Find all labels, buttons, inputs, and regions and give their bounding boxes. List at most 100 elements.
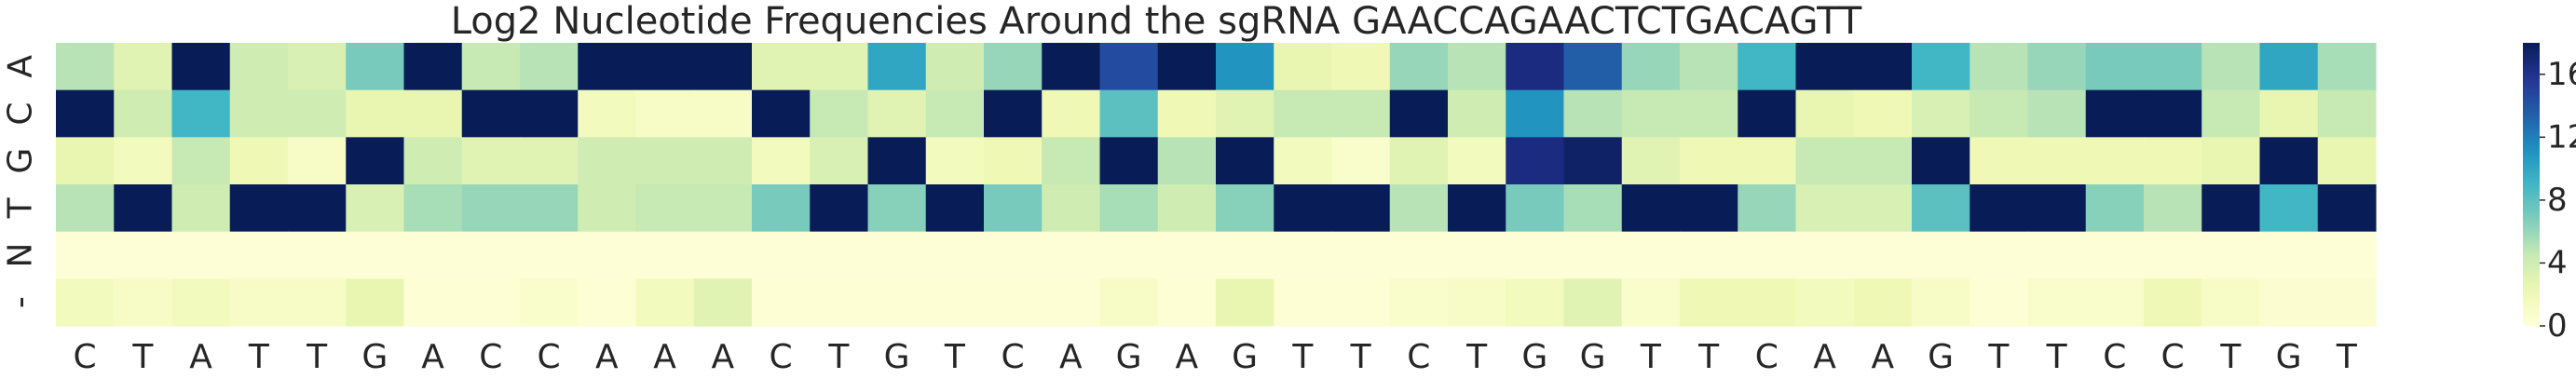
heatmap-cell-T-4 bbox=[288, 184, 347, 233]
heatmap-cell-C-26 bbox=[1563, 89, 1623, 138]
heatmap-cell-T-18 bbox=[1099, 184, 1159, 233]
colorbar-tick-label: 8 bbox=[2547, 182, 2568, 219]
x-tick-label: T bbox=[827, 338, 850, 376]
heatmap-cell---11 bbox=[693, 278, 753, 327]
heatmap-cell-C-16 bbox=[984, 89, 1043, 138]
y-tick-label: A bbox=[2, 55, 40, 78]
heatmap-cell-C-17 bbox=[1042, 89, 1101, 138]
heatmap-cell---19 bbox=[1157, 278, 1217, 327]
heatmap-cell-C-37 bbox=[2201, 89, 2261, 138]
heatmap-cell-T-23 bbox=[1389, 184, 1449, 233]
x-tick-label: A bbox=[653, 338, 676, 376]
heatmap-cell-G-33 bbox=[1969, 137, 2029, 185]
heatmap-cell---22 bbox=[1331, 278, 1391, 327]
heatmap-cell-C-23 bbox=[1389, 89, 1449, 138]
heatmap-cell-G-7 bbox=[461, 137, 521, 185]
heatmap-cell-N-35 bbox=[2085, 231, 2145, 279]
heatmap-cell---26 bbox=[1563, 278, 1623, 327]
heatmap-cell-T-9 bbox=[578, 184, 637, 233]
heatmap-cell-C-34 bbox=[2027, 89, 2087, 138]
heatmap-cell---32 bbox=[1912, 278, 1970, 327]
heatmap-cell-G-11 bbox=[693, 137, 753, 185]
heatmap-cell---3 bbox=[229, 278, 289, 327]
x-tick-label: T bbox=[1987, 338, 2010, 376]
heatmap-cell-T-31 bbox=[1853, 184, 1913, 233]
heatmap-cell-T-37 bbox=[2201, 184, 2261, 233]
heatmap-cell-C-12 bbox=[752, 89, 811, 138]
x-tick-label: A bbox=[189, 338, 212, 376]
heatmap-cell-G-9 bbox=[578, 137, 637, 185]
heatmap-cell-N-32 bbox=[1912, 231, 1970, 279]
x-tick-label: T bbox=[2336, 338, 2358, 376]
heatmap-cell-A-27 bbox=[1621, 43, 1681, 91]
chart-title: Log2 Nucleotide Frequencies Around the s… bbox=[451, 0, 1862, 43]
heatmap-cell-T-17 bbox=[1042, 184, 1101, 233]
heatmap-cell-A-38 bbox=[2259, 43, 2319, 91]
x-tick-label: C bbox=[479, 338, 502, 376]
heatmap-cell-T-11 bbox=[693, 184, 753, 233]
x-tick-label: C bbox=[2103, 338, 2126, 376]
heatmap-cell-C-35 bbox=[2085, 89, 2145, 138]
heatmap-cell-T-7 bbox=[461, 184, 521, 233]
heatmap-cell-T-1 bbox=[114, 184, 173, 233]
heatmap-cell-A-15 bbox=[925, 43, 985, 91]
heatmap-cell---13 bbox=[810, 278, 869, 327]
x-tick-label: C bbox=[1002, 338, 1025, 376]
heatmap-cell-C-39 bbox=[2317, 89, 2377, 138]
heatmap-cell-A-21 bbox=[1274, 43, 1333, 91]
x-tick-label: A bbox=[595, 338, 619, 376]
heatmap-cell-T-26 bbox=[1563, 184, 1623, 233]
heatmap-cell-T-20 bbox=[1216, 184, 1274, 233]
heatmap-cell-A-39 bbox=[2317, 43, 2377, 91]
heatmap-cell-G-23 bbox=[1389, 137, 1449, 185]
heatmap-cell-G-22 bbox=[1331, 137, 1391, 185]
x-tick-label: A bbox=[1176, 338, 1199, 376]
heatmap-cell-A-2 bbox=[171, 43, 231, 91]
heatmap-cell-A-5 bbox=[346, 43, 405, 91]
heatmap-cell-T-16 bbox=[984, 184, 1043, 233]
x-tick-label: T bbox=[1350, 338, 1372, 376]
x-tick-label: G bbox=[1116, 338, 1142, 376]
heatmap-cell-T-33 bbox=[1969, 184, 2029, 233]
heatmap-cell---15 bbox=[925, 278, 985, 327]
heatmap-cell-N-20 bbox=[1216, 231, 1274, 279]
heatmap-cell-G-28 bbox=[1680, 137, 1738, 185]
heatmap-cell-A-26 bbox=[1563, 43, 1623, 91]
heatmap-cell-G-39 bbox=[2317, 137, 2377, 185]
heatmap-cell---20 bbox=[1216, 278, 1274, 327]
heatmap-cell-A-11 bbox=[693, 43, 753, 91]
heatmap-cell-T-12 bbox=[752, 184, 811, 233]
heatmap-cell-A-22 bbox=[1331, 43, 1391, 91]
heatmap-cell-A-28 bbox=[1680, 43, 1738, 91]
heatmap-cell-G-32 bbox=[1912, 137, 1970, 185]
heatmap-cell-A-29 bbox=[1738, 43, 1797, 91]
heatmap-cell---31 bbox=[1853, 278, 1913, 327]
heatmap-cell-C-7 bbox=[461, 89, 521, 138]
heatmap-cell-N-9 bbox=[578, 231, 637, 279]
heatmap-cell-G-20 bbox=[1216, 137, 1274, 185]
heatmap-cell-A-1 bbox=[114, 43, 173, 91]
heatmap-cell-T-27 bbox=[1621, 184, 1681, 233]
heatmap-cell-C-19 bbox=[1157, 89, 1217, 138]
heatmap-cell-C-21 bbox=[1274, 89, 1333, 138]
heatmap-cell-T-0 bbox=[56, 184, 115, 233]
heatmap-cell-A-3 bbox=[229, 43, 289, 91]
heatmap-cell-A-34 bbox=[2027, 43, 2087, 91]
heatmap-cell-C-3 bbox=[229, 89, 289, 138]
x-tick-label: T bbox=[1291, 338, 1314, 376]
colorbar-tick-labels: 0 4 8 12 16 bbox=[2540, 56, 2576, 345]
heatmap-cell-N-23 bbox=[1389, 231, 1449, 279]
heatmap-cell-G-31 bbox=[1853, 137, 1913, 185]
heatmap-cell-A-30 bbox=[1795, 43, 1855, 91]
heatmap-cell---29 bbox=[1738, 278, 1797, 327]
x-tick-label: G bbox=[1232, 338, 1258, 376]
heatmap-cell-C-8 bbox=[520, 89, 579, 138]
heatmap-cell-G-13 bbox=[810, 137, 869, 185]
heatmap-cell-T-36 bbox=[2144, 184, 2202, 233]
heatmap-cell-G-19 bbox=[1157, 137, 1217, 185]
heatmap-cell-N-31 bbox=[1853, 231, 1913, 279]
heatmap-cell-C-30 bbox=[1795, 89, 1855, 138]
heatmap-cell-A-24 bbox=[1448, 43, 1506, 91]
heatmap-cell-G-24 bbox=[1448, 137, 1506, 185]
